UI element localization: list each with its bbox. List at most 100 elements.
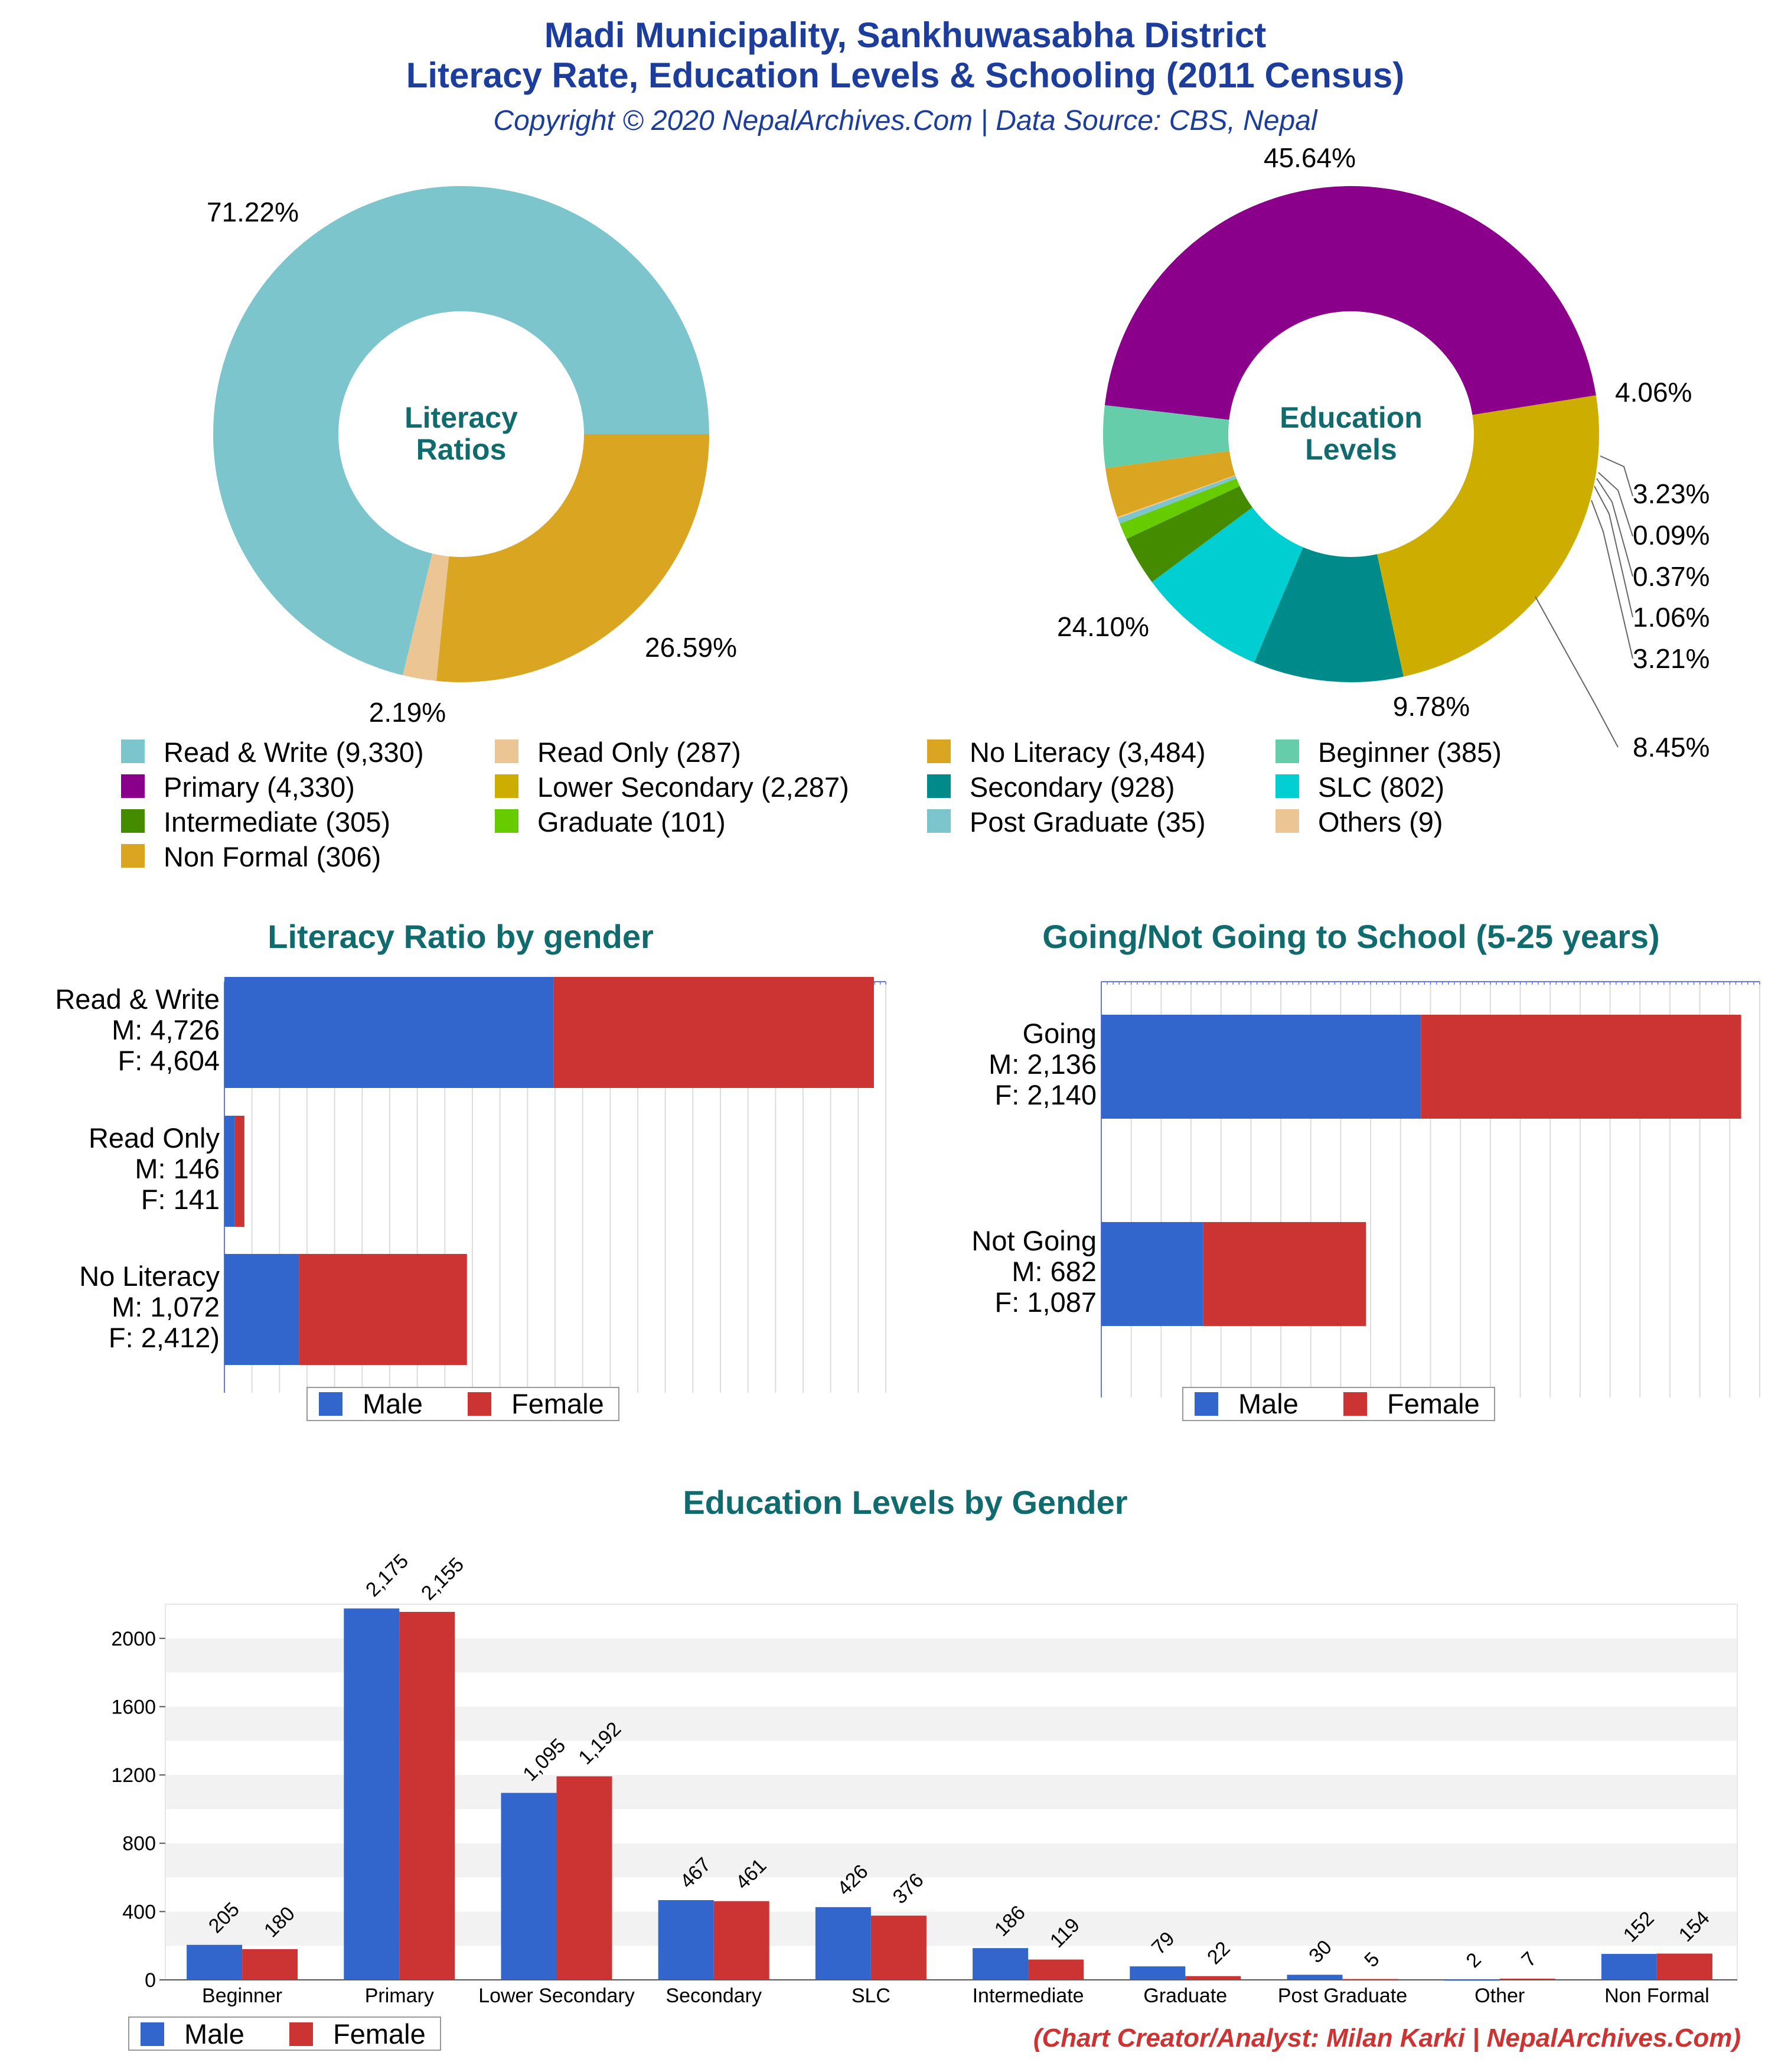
legend-swatch-beginner-385 [1275, 739, 1299, 763]
literacy-gender-category-label: M: 146 [135, 1153, 220, 1184]
edu-gender-ytick-label: 400 [122, 1901, 156, 1923]
edu-bar-beginner-female [242, 1949, 298, 1980]
edu-bar-post-graduate-female [1342, 1979, 1398, 1980]
legend-swatch-read-write-9-330 [121, 739, 145, 763]
legend-swatch-graduate-101 [495, 809, 518, 833]
school-category-label: F: 1,087 [995, 1286, 1097, 1318]
edu-category-label-graduate: Graduate [1143, 1985, 1227, 2007]
legend-swatch-post-graduate-35 [927, 809, 951, 833]
legend-swatch-slc-802 [1275, 774, 1299, 798]
edu-category-label-lower-secondary: Lower Secondary [478, 1985, 635, 2007]
donut1-pct-read-only: 2.19% [369, 697, 446, 728]
donut1-pct-read-write: 71.22% [207, 197, 299, 227]
legend-label-post-graduate-35: Post Graduate (35) [970, 806, 1206, 838]
legend-label-read-write-9-330: Read & Write (9,330) [164, 737, 424, 768]
edu-category-label-slc: SLC [852, 1985, 890, 2007]
school-title: Going/Not Going to School (5-25 years) [1042, 918, 1659, 955]
edu-category-label-secondary: Secondary [665, 1985, 762, 2007]
literacy-gender-bar-no-literacy-male [224, 1254, 299, 1365]
donut2-slice-beginner [1103, 405, 1229, 468]
donut2-center-line2: Levels [1305, 433, 1397, 466]
literacy-gender-bar-read-write-female [553, 977, 874, 1088]
literacy-gender-bar-read-write-male [224, 977, 554, 1088]
donut2-slice-intermediate [1126, 486, 1252, 582]
legend-label-non-formal-306: Non Formal (306) [164, 841, 381, 872]
edu-bar-slc-male [815, 1907, 871, 1980]
donut2-slice-secondary [1254, 547, 1404, 682]
edu-bar-intermediate-female [1028, 1959, 1084, 1980]
donut1-pct-no-literacy: 26.59% [645, 632, 737, 663]
donut2-slice-graduate [1120, 478, 1240, 539]
education-gender-title: Education Levels by Gender [683, 1484, 1127, 1521]
school-bar-not-going-male [1101, 1222, 1203, 1326]
literacy-gender-category-label: F: 4,604 [118, 1045, 220, 1076]
legend-swatch-lower-secondary-2-287 [495, 774, 518, 798]
school-legend-male-swatch [1195, 1392, 1218, 1416]
donut2-pct-beginner: 4.06% [1615, 377, 1692, 408]
bottom-legend-male-swatch [141, 2022, 164, 2046]
school-bar-not-going-female [1203, 1222, 1366, 1326]
donut2-slice-others [1117, 475, 1236, 519]
literacy-gender-category-label: M: 4,726 [112, 1014, 220, 1045]
legend-label-slc-802: SLC (802) [1318, 771, 1444, 803]
legend-label-intermediate-305: Intermediate (305) [164, 806, 390, 838]
literacy-gender-category-label: Read & Write [55, 983, 220, 1015]
edu-bar-value-label: 2,175 [361, 1550, 413, 1601]
edu-category-label-non-formal: Non Formal [1604, 1985, 1710, 2007]
school-legend-female-label: Female [1387, 1388, 1480, 1419]
legend-label-graduate-101: Graduate (101) [537, 806, 726, 838]
bottom-legend-box [128, 2016, 441, 2051]
edu-bar-other-male [1444, 1979, 1500, 1981]
donut1-slice-read-only [403, 553, 449, 681]
bottom-legend-female-swatch [289, 2022, 313, 2046]
legend-swatch-secondary-928 [927, 774, 951, 798]
donut2-pct-intermediate: 3.21% [1633, 643, 1710, 674]
edu-gender-ytick-label: 800 [122, 1833, 156, 1855]
edu-bar-primary-female [399, 1612, 455, 1980]
edu-gender-ytick-label: 1200 [111, 1764, 156, 1787]
legend-swatch-no-literacy-3-484 [927, 739, 951, 763]
edu-bar-post-graduate-male [1287, 1975, 1343, 1980]
edu-bar-lower-secondary-male [501, 1793, 557, 1980]
edu-category-label-beginner: Beginner [202, 1985, 282, 2007]
edu-category-label-intermediate: Intermediate [973, 1985, 1084, 2007]
school-category-label: Not Going [971, 1225, 1097, 1256]
literacy-gender-legend-male-label: Male [363, 1388, 423, 1419]
school-legend-male-label: Male [1238, 1388, 1299, 1419]
donut2-pct-secondary: 9.78% [1393, 691, 1470, 722]
literacy-gender-bar-read-only-male [224, 1116, 235, 1227]
school-category-label: M: 682 [1012, 1256, 1097, 1287]
legend-label-primary-4-330: Primary (4,330) [164, 771, 355, 803]
literacy-gender-bar-no-literacy-female [299, 1254, 467, 1365]
school-category-label: Going [1023, 1018, 1097, 1049]
school-legend-female-swatch [1343, 1392, 1367, 1416]
legend-swatch-read-only-287 [495, 739, 518, 763]
donut2-pct-slc: 8.45% [1633, 732, 1710, 763]
edu-bar-lower-secondary-female [556, 1776, 612, 1980]
edu-category-label-other: Other [1474, 1985, 1525, 2007]
edu-bar-beginner-male [187, 1944, 243, 1980]
donut2-slice-slc [1151, 507, 1303, 663]
donut1-center-line1: Literacy [404, 401, 518, 434]
literacy-gender-title: Literacy Ratio by gender [267, 918, 654, 955]
donut1-center-line2: Ratios [416, 433, 507, 466]
donut2-center-line1: Education [1280, 401, 1423, 434]
top-legend: Read & Write (9,330) Read Only (287) No Li… [121, 737, 1502, 872]
legend-label-beginner-385: Beginner (385) [1318, 737, 1502, 768]
legend-swatch-others-9 [1275, 809, 1299, 833]
donut2-pct-post-graduate: 0.37% [1633, 561, 1710, 592]
legend-label-lower-secondary-2-287: Lower Secondary (2,287) [537, 771, 849, 803]
literacy-gender-bar-read-only-female [234, 1116, 244, 1227]
donut2-pct-graduate: 1.06% [1633, 602, 1710, 633]
edu-gender-ytick-label: 0 [145, 1969, 156, 1992]
edu-gender-ytick-label: 2000 [111, 1628, 156, 1650]
school-bar-going-female [1421, 1015, 1741, 1119]
literacy-gender-legend-female-swatch [468, 1392, 491, 1416]
school-legend-box [1182, 1387, 1495, 1421]
legend-label-secondary-928: Secondary (928) [970, 771, 1175, 803]
bottom-legend-male-label: Male [184, 2018, 244, 2050]
